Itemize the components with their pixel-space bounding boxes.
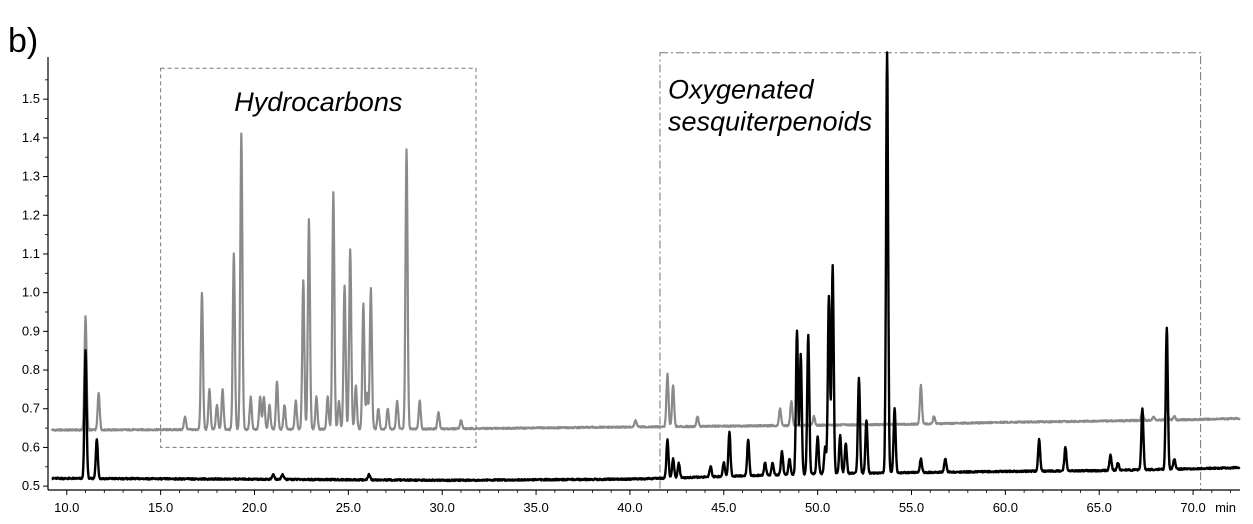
series-line-gray — [50, 132, 1241, 432]
x-tick-label: 15.0 — [148, 500, 173, 515]
y-tick-label: 0.9 — [22, 323, 40, 338]
y-tick-label: 1.3 — [22, 169, 40, 184]
x-tick-label: 40.0 — [617, 500, 642, 515]
x-tick-label: 50.0 — [805, 500, 830, 515]
y-tick-label: 0.5 — [22, 478, 40, 493]
y-tick-label: 1.4 — [22, 130, 40, 145]
x-tick-label: 55.0 — [899, 500, 924, 515]
x-tick-label: 70.0 — [1180, 500, 1205, 515]
y-tick-label: 0.7 — [22, 401, 40, 416]
x-tick-label: 30.0 — [430, 500, 455, 515]
y-tick-label: 1.2 — [22, 207, 40, 222]
hydrocarbons-box — [160, 67, 477, 448]
x-tick-label: 45.0 — [711, 500, 736, 515]
x-tick-label: 10.0 — [54, 500, 79, 515]
series-layer — [50, 51, 1241, 483]
y-tick-label: 1.5 — [22, 91, 40, 106]
hydrocarbons-label: Hydrocarbons — [234, 87, 402, 117]
y-tick-label: 1.0 — [22, 285, 40, 300]
series-line-black — [50, 51, 1241, 483]
x-tick-label: 25.0 — [336, 500, 361, 515]
x-tick-label: 65.0 — [1087, 500, 1112, 515]
y-tick-label: 0.8 — [22, 362, 40, 377]
x-tick-label: 35.0 — [523, 500, 548, 515]
oxygenated-label-line: Oxygenated — [668, 75, 815, 105]
x-axis-unit-label: min — [1215, 500, 1236, 515]
x-tick-label: 20.0 — [242, 500, 267, 515]
y-tick-label: 1.1 — [22, 246, 40, 261]
x-tick-label: 60.0 — [993, 500, 1018, 515]
y-tick-label: 0.6 — [22, 439, 40, 454]
oxygenated-label-line: sesquiterpenoids — [668, 107, 872, 137]
axis-layer: 0.5 0.6 0.7 0.8 0.9 1.0 1.1 1.2 1.3 1.4 1.5 10.0 15.… — [22, 57, 1240, 515]
panel-label: b) — [8, 22, 38, 60]
